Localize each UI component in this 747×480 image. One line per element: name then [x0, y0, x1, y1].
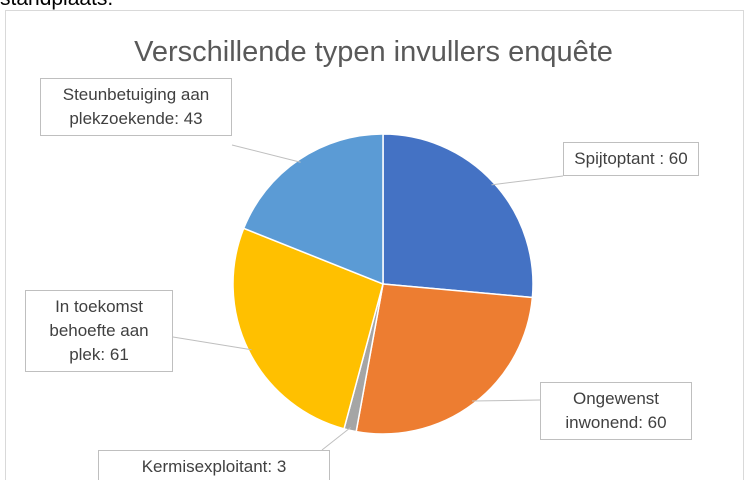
pie-slice — [232, 227, 384, 430]
chart-title: Verschillende typen invullers enquête — [134, 36, 613, 68]
pie-slice — [242, 133, 384, 286]
chart-frame — [5, 10, 744, 480]
cropped-text: standplaats. — [0, 0, 113, 11]
label-category: Kermisexploitant: — [141, 457, 273, 476]
label-category: Steunbetuiging aan plekzoekende: — [62, 85, 210, 128]
leader-line — [472, 399, 541, 402]
data-label: Kermisexploitant: 3 — [98, 450, 330, 480]
label-value: 61 — [109, 345, 129, 364]
data-label: Steunbetuiging aan plekzoekende: 43 — [40, 78, 232, 136]
label-category: Spijtoptant : — [574, 149, 665, 168]
label-category: Ongewenst inwonend: — [565, 389, 659, 432]
label-value: 60 — [668, 149, 688, 168]
leader-line — [491, 175, 564, 186]
label-value: 43 — [183, 109, 203, 128]
leader-line — [231, 144, 301, 163]
leader-line — [172, 336, 252, 351]
data-label: Spijtoptant : 60 — [563, 142, 699, 176]
label-value: 60 — [647, 413, 667, 432]
data-label: Ongewenst inwonend: 60 — [540, 382, 692, 440]
pie-slice — [382, 133, 534, 299]
data-label: In toekomst behoefte aan plek: 61 — [25, 290, 173, 372]
pie-slice — [355, 283, 534, 435]
label-category: In toekomst behoefte aan plek: — [49, 297, 149, 364]
label-value: 3 — [276, 457, 287, 476]
leader-line — [321, 427, 352, 451]
